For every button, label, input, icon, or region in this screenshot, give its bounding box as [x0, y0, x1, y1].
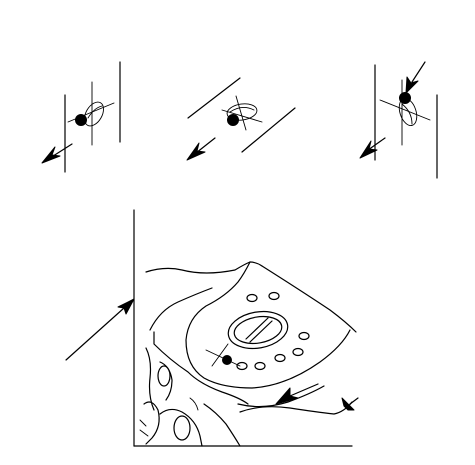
detail-1-reference-dot — [75, 114, 87, 126]
detail-3-arrow-shaft — [367, 137, 386, 151]
detail-2-reference-dot — [227, 114, 239, 126]
detail-3-crosshair — [379, 99, 431, 121]
bolt-hole-4 — [292, 347, 304, 357]
detail-3-pointer-shaft — [411, 61, 426, 83]
bolt-hole-6 — [254, 361, 266, 371]
detail-2-arrow-shaft — [195, 137, 216, 154]
bolt-hole-5 — [274, 353, 286, 363]
main-reference-dot — [222, 355, 232, 365]
detail-panel-2 — [186, 77, 296, 161]
main-view-panel — [65, 209, 359, 447]
right-pointer-shaft — [349, 397, 359, 405]
cover-plate-outline — [185, 261, 351, 389]
detail-panel-3 — [359, 61, 438, 179]
main-direction-shaft — [289, 383, 319, 397]
cover-plate-top-rim — [249, 261, 263, 267]
detail-1-oval-inner — [87, 105, 103, 119]
detail-1-crosshair — [67, 102, 115, 123]
lower-housing-boss-2 — [173, 415, 191, 441]
lower-housing-hatch-1 — [139, 419, 147, 427]
detail-panel-1 — [41, 61, 121, 173]
main-pointer-shaft — [65, 307, 125, 361]
filler-cap-slot-a — [245, 317, 269, 340]
lower-housing-casting-1 — [145, 347, 155, 411]
bolt-hole-7 — [236, 361, 248, 371]
lower-housing-casting-5 — [203, 403, 241, 447]
lower-housing-casting-2 — [159, 361, 173, 401]
bolt-hole-1 — [246, 293, 258, 303]
bolt-hole-3 — [298, 331, 310, 341]
bolt-hole-2 — [268, 291, 280, 301]
detail-2-crosshair-b — [235, 95, 247, 131]
main-mark-crosshair-b — [211, 343, 229, 367]
lower-housing-casting-4 — [159, 408, 203, 447]
lower-housing-ledge — [237, 385, 325, 408]
lower-housing-boss-1 — [157, 365, 171, 387]
detail-3-pointer-head — [405, 76, 419, 94]
detail-3-oval-inner — [401, 103, 413, 125]
right-pointer-head — [341, 397, 355, 411]
filler-cap-outer — [227, 310, 289, 350]
lower-housing-contour — [153, 331, 249, 405]
detail-2-oval-mark — [226, 103, 258, 121]
detail-2-line-lower — [241, 107, 296, 153]
lower-housing-bottom-right — [239, 401, 353, 415]
detail-2-arrowhead — [186, 142, 206, 161]
detail-2-oval-inner — [229, 107, 255, 113]
detail-1-arrowhead — [41, 146, 61, 164]
detail-1-oval-mark — [84, 101, 104, 127]
filler-cap-slot-b — [249, 320, 273, 343]
detail-3-arrowhead — [359, 140, 378, 159]
housing-left-contour — [149, 287, 213, 331]
main-direction-head — [275, 387, 299, 405]
housing-back-edge — [145, 261, 251, 274]
lower-housing-casting-3 — [143, 401, 160, 445]
detail-2-line-upper — [187, 77, 241, 119]
cover-plate-right-edge — [261, 265, 357, 333]
filler-cap-inner — [233, 315, 283, 345]
lower-housing-hatch-2 — [139, 429, 149, 437]
detail-3-reference-dot — [399, 92, 411, 104]
main-pointer-head — [117, 298, 135, 315]
lower-housing-hatch-3 — [189, 397, 199, 411]
